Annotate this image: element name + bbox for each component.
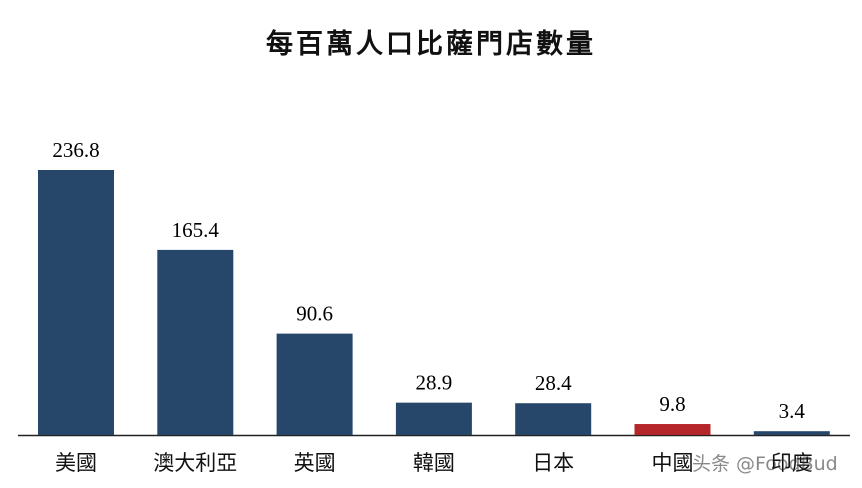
data-label-0: 236.8 bbox=[52, 138, 99, 162]
bar-5 bbox=[634, 424, 711, 435]
bar-0 bbox=[38, 170, 114, 435]
data-label-5: 9.8 bbox=[659, 392, 685, 416]
watermark-text: 头条 @FoodBud bbox=[692, 453, 838, 475]
x-tick-label-2: 英國 bbox=[294, 451, 336, 475]
bar-3 bbox=[395, 402, 472, 435]
data-label-6: 3.4 bbox=[779, 399, 806, 423]
chart-title: 每百萬人口比薩門店數量 bbox=[266, 29, 596, 60]
x-tick-label-3: 韓國 bbox=[413, 451, 455, 475]
bar-2 bbox=[276, 333, 353, 435]
data-label-4: 28.4 bbox=[535, 371, 572, 395]
bar-1 bbox=[157, 249, 234, 435]
data-label-2: 90.6 bbox=[296, 302, 333, 326]
bar-6 bbox=[753, 431, 830, 435]
x-tick-label-1: 澳大利亞 bbox=[153, 451, 237, 475]
bar-4 bbox=[515, 403, 592, 435]
x-tick-label-6: 印度 bbox=[771, 451, 813, 475]
x-tick-label-5: 中國 bbox=[652, 451, 694, 475]
x-tick-label-4: 日本 bbox=[532, 451, 574, 475]
x-tick-label-0: 美國 bbox=[55, 451, 97, 475]
data-label-3: 28.9 bbox=[416, 371, 453, 395]
data-label-1: 165.4 bbox=[172, 218, 220, 242]
